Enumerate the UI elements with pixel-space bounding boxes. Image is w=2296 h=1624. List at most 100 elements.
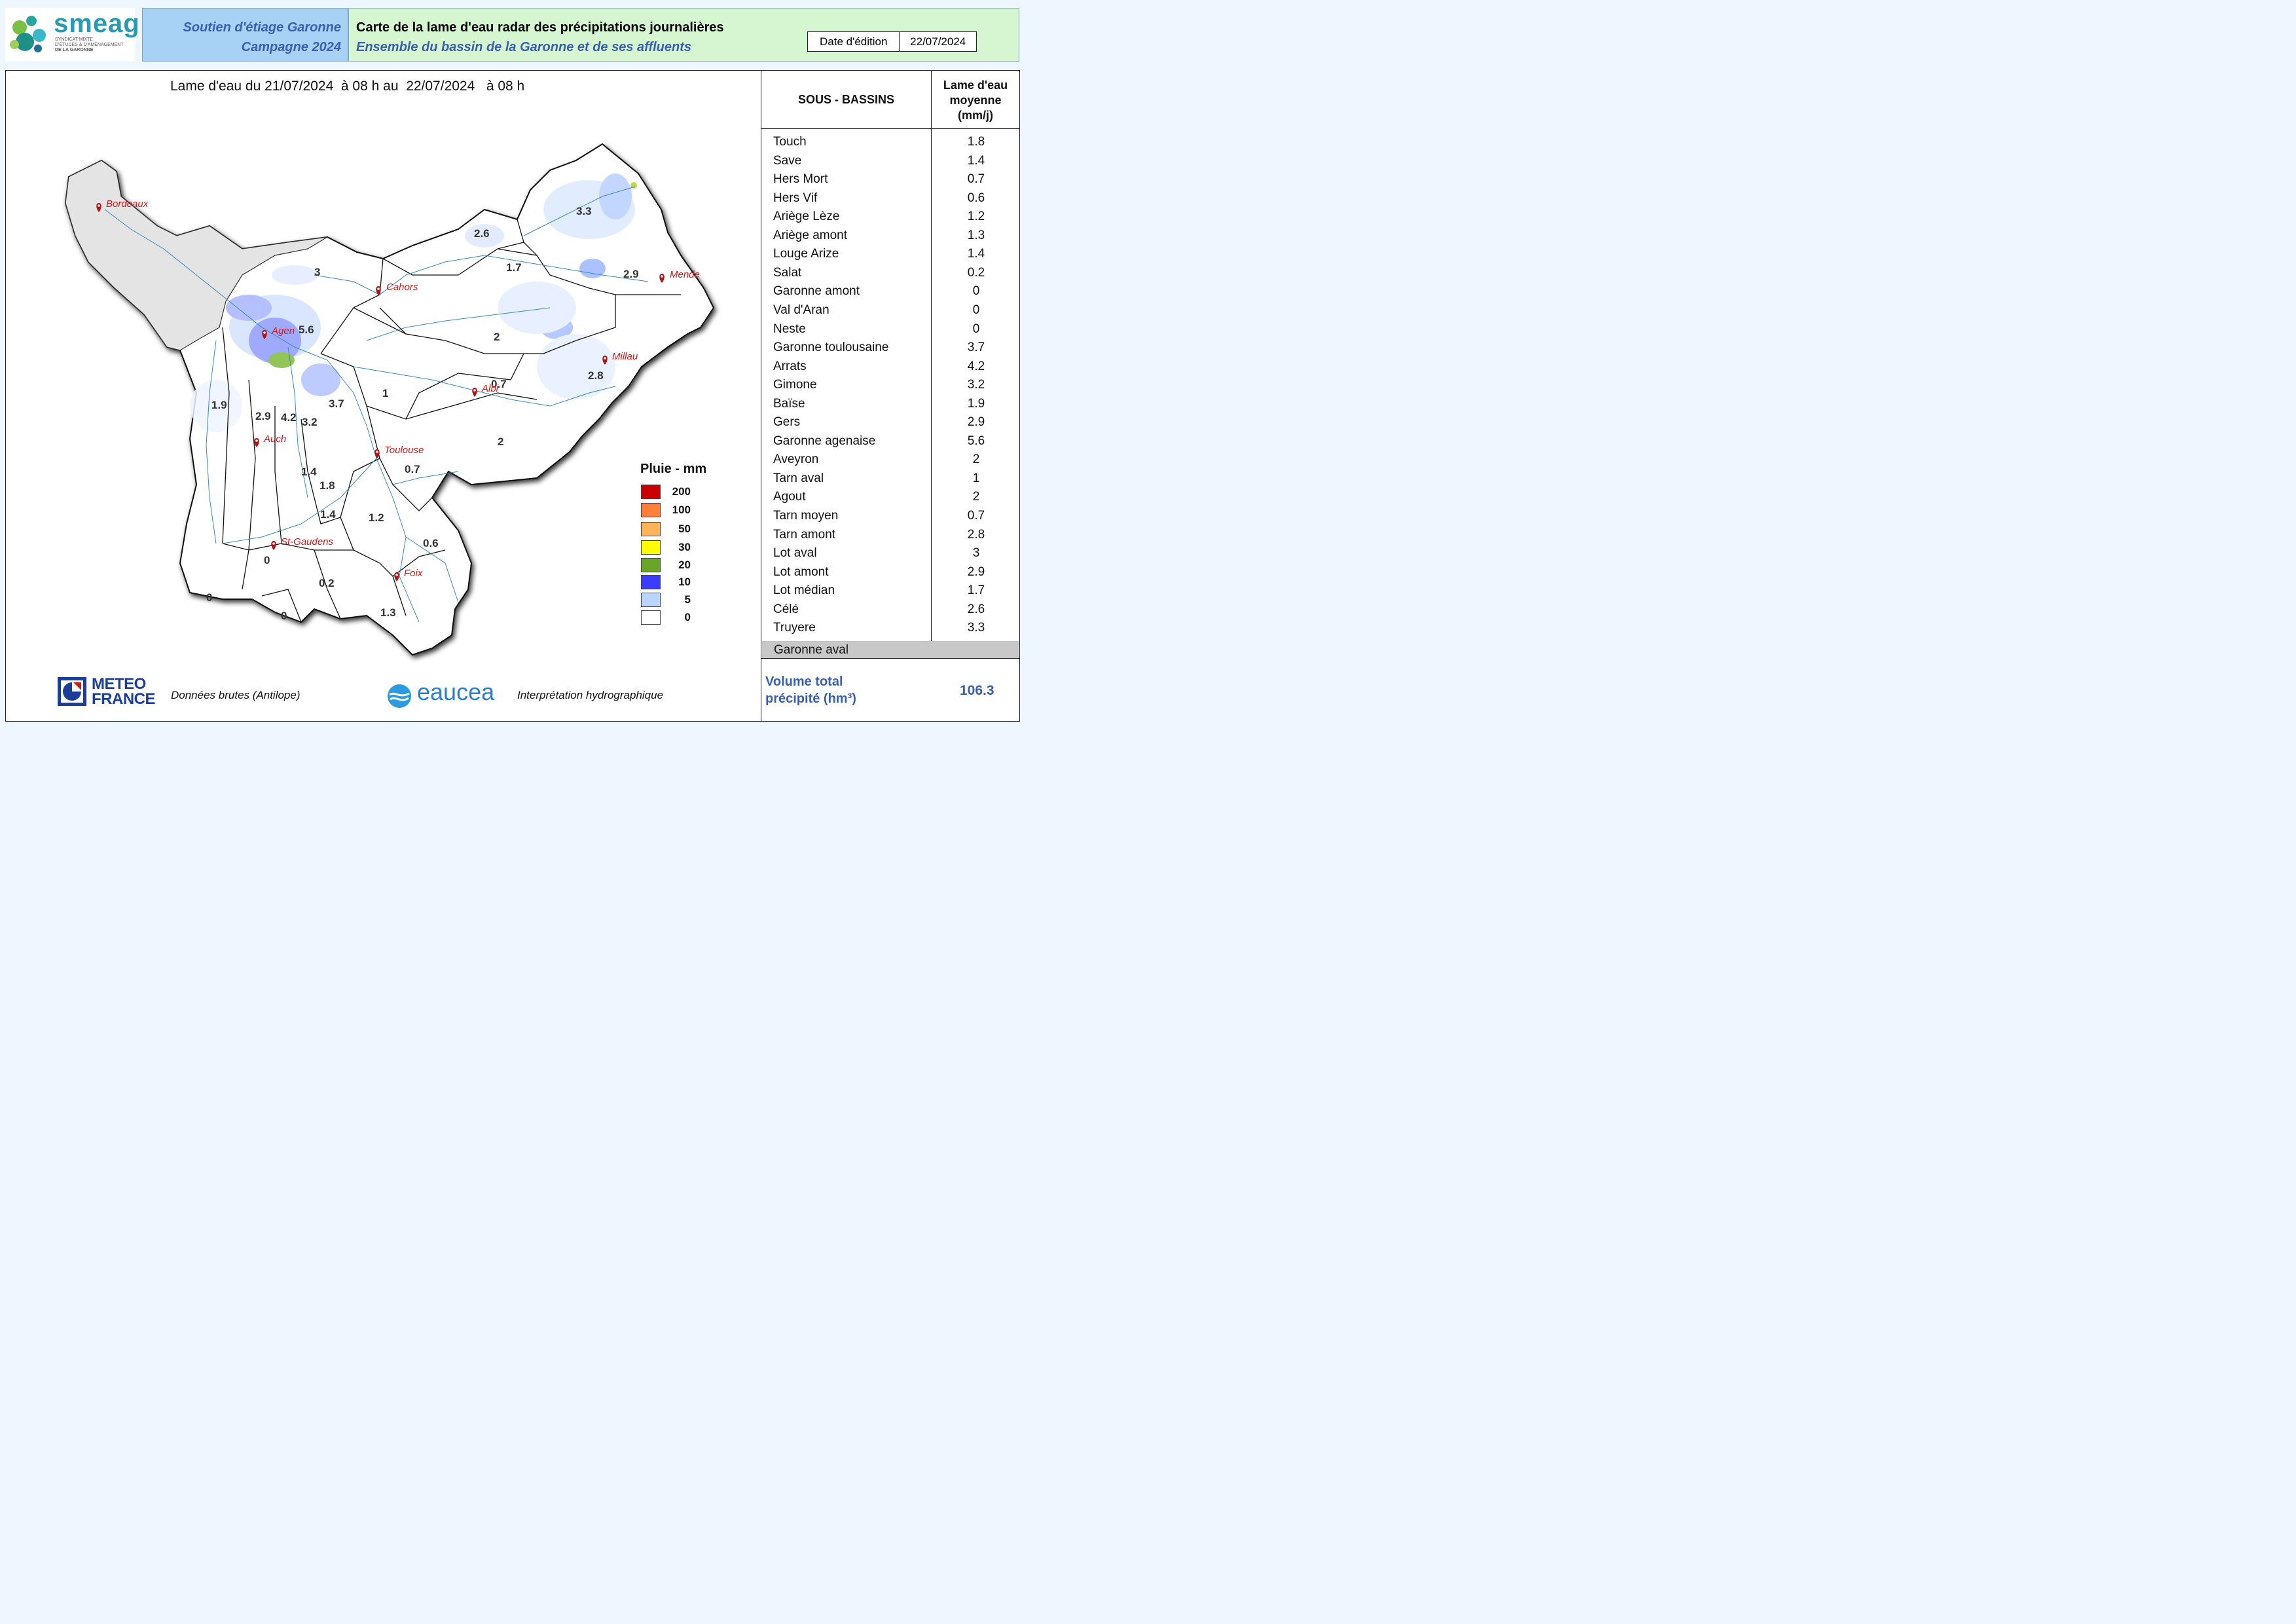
legend-swatch: [641, 485, 661, 499]
svg-text:0: 0: [206, 591, 212, 604]
sub-basin-name: Hers Vif: [773, 191, 818, 205]
table-row: Truyere 3.3: [763, 619, 1018, 638]
campaign-box: Soutien d'étiage Garonne Campagne 2024: [142, 8, 348, 62]
table-row: Touch 1.8: [763, 133, 1018, 152]
svg-text:1.8: 1.8: [319, 479, 335, 492]
table-row: Louge Arize 1.4: [763, 245, 1018, 264]
sub-basin-name: Garonne amont: [773, 284, 860, 299]
svg-text:4.2: 4.2: [281, 411, 297, 424]
col-header-lame-eau: Lame d'eau moyenne (mm/j): [943, 79, 1008, 122]
table-row: Val d'Aran 0: [763, 301, 1018, 320]
table-row: Tarn aval 1: [763, 470, 1018, 489]
svg-text:3.7: 3.7: [329, 397, 344, 410]
city-agen: Agen: [262, 325, 295, 339]
svg-text:1.3: 1.3: [380, 606, 396, 619]
table-header-divider: [761, 128, 1020, 129]
meteo-france-logo-icon: [58, 677, 86, 706]
svg-text:1.7: 1.7: [506, 261, 522, 274]
sub-basin-name: Ariège Lèze: [773, 210, 840, 224]
table-footer-divider: [761, 658, 1020, 659]
city-albi: Albi: [472, 383, 499, 397]
garonne-aval-label: Garonne aval: [774, 643, 849, 657]
legend-swatch: [641, 575, 661, 589]
svg-text:1.4: 1.4: [320, 508, 336, 521]
sub-basin-name: Gers: [773, 415, 801, 430]
sub-basin-name: Ariège amont: [773, 228, 848, 242]
city-st-gaudens: St-Gaudens: [271, 536, 334, 550]
sub-basin-name: Tarn amont: [773, 527, 836, 542]
period-line: Lame d'eau du 21/07/2024 à 08 h au 22/07…: [170, 79, 525, 94]
legend-swatch: [641, 558, 661, 572]
table-row: Agout 2: [763, 488, 1018, 507]
table-row: Célé 2.6: [763, 600, 1018, 619]
city-markers: Bordeaux Cahors Agen Mende Millau Albi A…: [96, 198, 700, 581]
sub-basin-value: 0: [972, 303, 980, 317]
eaucea-caption: Interprétation hydrographique: [517, 689, 664, 701]
sub-basin-name: Agout: [773, 490, 806, 504]
sub-basin-value: 1: [972, 471, 980, 485]
sub-basin-value: 3.2: [967, 378, 985, 392]
table-row: Arrats 4.2: [763, 358, 1018, 377]
basin-value-labels: 3.3 2.6 1.7 3 2.9 5.6 2 1 0.7 2.8 2 1.9 …: [206, 205, 639, 622]
sub-basin-name: Célé: [773, 602, 799, 616]
sub-basin-value: 4.2: [967, 359, 985, 373]
smeag-logo: smeag SYNDICAT MIXTE D'ÉTUDES & D'AMÉNAG…: [5, 8, 139, 62]
svg-text:0.2: 0.2: [319, 577, 335, 589]
sub-basin-name: Tarn aval: [773, 471, 824, 485]
logo-subtitle: SYNDICAT MIXTE D'ÉTUDES & D'AMÉNAGEMENT …: [55, 37, 124, 52]
legend-swatch: [641, 503, 661, 517]
city-cahors: Cahors: [376, 282, 418, 295]
city-millau: Millau: [602, 351, 638, 365]
table-row: Lot aval 3: [763, 544, 1018, 563]
sub-basin-name: Baïse: [773, 396, 805, 411]
legend-swatch: [641, 593, 661, 607]
legend-label: 50: [678, 523, 691, 535]
eaucea-logo-icon: [387, 684, 412, 712]
sub-basin-name: Lot aval: [773, 546, 817, 561]
svg-text:5.6: 5.6: [299, 323, 314, 336]
legend-label: 100: [672, 504, 691, 516]
sub-basin-value: 1.4: [967, 247, 985, 261]
page-subtitle: Ensemble du bassin de la Garonne et de s…: [356, 40, 692, 54]
table-row: Lot médian 1.7: [763, 581, 1018, 600]
svg-text:Mende: Mende: [670, 269, 700, 280]
table-row: Baïse 1.9: [763, 395, 1018, 414]
legend-swatch: [641, 540, 661, 555]
edition-date-value: 22/07/2024: [910, 35, 966, 48]
edition-date-box: Date d'édition 22/07/2024: [807, 31, 977, 52]
sub-basin-name: Lot amont: [773, 564, 829, 579]
col-header-sub-basins: SOUS - BASSINS: [797, 93, 895, 106]
sub-basin-value: 2.9: [967, 564, 985, 579]
table-row: Gers 2.9: [763, 413, 1018, 432]
table-row: Hers Vif 0.6: [763, 189, 1018, 208]
sub-basin-value: 1.7: [967, 583, 985, 598]
volume-label: Volume total précipité (hm³): [765, 674, 856, 706]
table-col-divider: [931, 70, 932, 658]
table-row: Garonne agenaise 5.6: [763, 432, 1018, 451]
sub-basin-value: 0.6: [967, 191, 985, 205]
svg-text:3.2: 3.2: [302, 416, 318, 428]
page-title: Carte de la lame d'eau radar des précipi…: [356, 20, 724, 35]
legend-swatch: [641, 522, 661, 536]
sub-basin-value: 0: [972, 284, 980, 299]
sub-basin-value: 0.7: [967, 509, 985, 523]
sub-basin-value: 5.6: [967, 434, 985, 448]
svg-text:Millau: Millau: [612, 351, 638, 362]
sub-basin-name: Hers Mort: [773, 172, 828, 187]
sub-basin-value: 2.8: [967, 527, 985, 542]
table-row: Garonne toulousaine 3.7: [763, 339, 1018, 358]
svg-text:2: 2: [498, 435, 503, 448]
city-bordeaux: Bordeaux: [96, 198, 149, 212]
city-foix: Foix: [394, 568, 423, 581]
sub-basin-value: 2.9: [967, 415, 985, 430]
svg-text:1.2: 1.2: [369, 511, 384, 524]
sub-basin-value: 1.3: [967, 228, 985, 242]
svg-text:1.4: 1.4: [301, 466, 317, 478]
svg-text:Agen: Agen: [271, 325, 295, 337]
river-network: [104, 186, 649, 623]
svg-text:2.6: 2.6: [474, 227, 490, 240]
volume-value: 106.3: [960, 683, 994, 698]
svg-text:3: 3: [314, 266, 320, 278]
smeag-logo-icon: [10, 16, 46, 52]
svg-text:0.7: 0.7: [491, 378, 507, 390]
